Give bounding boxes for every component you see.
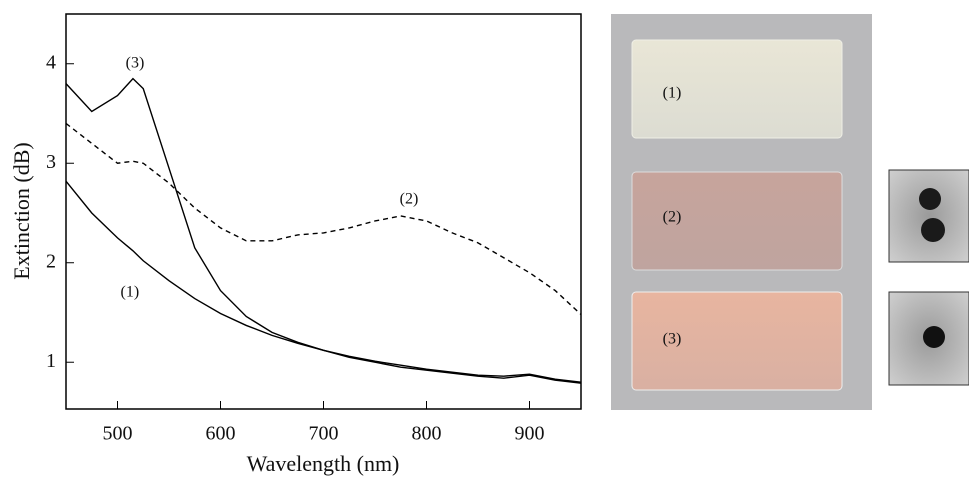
photo-label: (3) [663, 331, 682, 348]
y-tick-label: 3 [46, 151, 56, 173]
cuvette [631, 39, 843, 139]
x-tick-label: 700 [309, 423, 339, 445]
y-tick-label: 2 [46, 250, 56, 272]
series-line [65, 180, 582, 383]
series-line [65, 122, 582, 315]
plot-frame [65, 13, 582, 410]
series-line [65, 77, 582, 384]
photo-label: (2) [663, 209, 682, 226]
series-label: (1) [121, 283, 140, 300]
x-tick-label: 900 [515, 423, 545, 445]
tem-image [888, 169, 969, 263]
particle [923, 326, 945, 348]
y-tick-label: 1 [46, 350, 56, 372]
tem-insets [888, 169, 969, 386]
cuvette [631, 291, 843, 391]
series-label: (2) [400, 191, 419, 208]
x-axis-label: Wavelength (nm) [247, 451, 400, 476]
x-tick-label: 800 [412, 423, 442, 445]
series-label: (3) [126, 54, 145, 71]
x-tick-label: 500 [103, 423, 133, 445]
cuvette-photo: (1) (2) (3) [611, 14, 872, 410]
particle [921, 218, 945, 242]
photo-label: (1) [663, 85, 682, 102]
plot: 500 600 700 800 900 1 2 3 4 (1) (2) (3) [46, 51, 582, 445]
y-tick-label: 4 [46, 51, 56, 73]
cuvette [631, 171, 843, 271]
x-tick-label: 600 [206, 423, 236, 445]
particle [919, 188, 941, 210]
y-axis-label: Extinction (dB) [9, 142, 34, 279]
